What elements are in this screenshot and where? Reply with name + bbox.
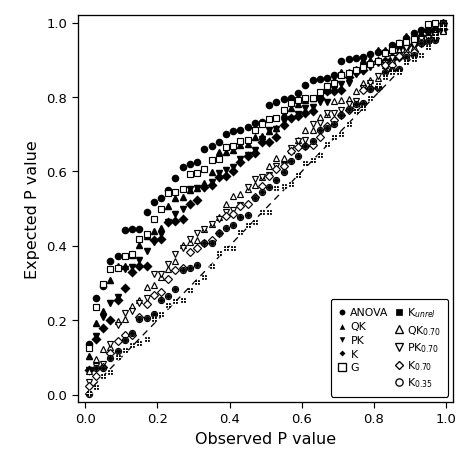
Legend: ANOVA, QK, PK, K, G, K$_\mathit{unrel}$, QK$_{0.70}$, PK$_{0.70}$, K$_{0.70}$, K: ANOVA, QK, PK, K, G, K$_\mathit{unrel}$,… — [330, 299, 447, 396]
Y-axis label: Expected P value: Expected P value — [25, 140, 40, 278]
X-axis label: Observed P value: Observed P value — [195, 432, 336, 447]
